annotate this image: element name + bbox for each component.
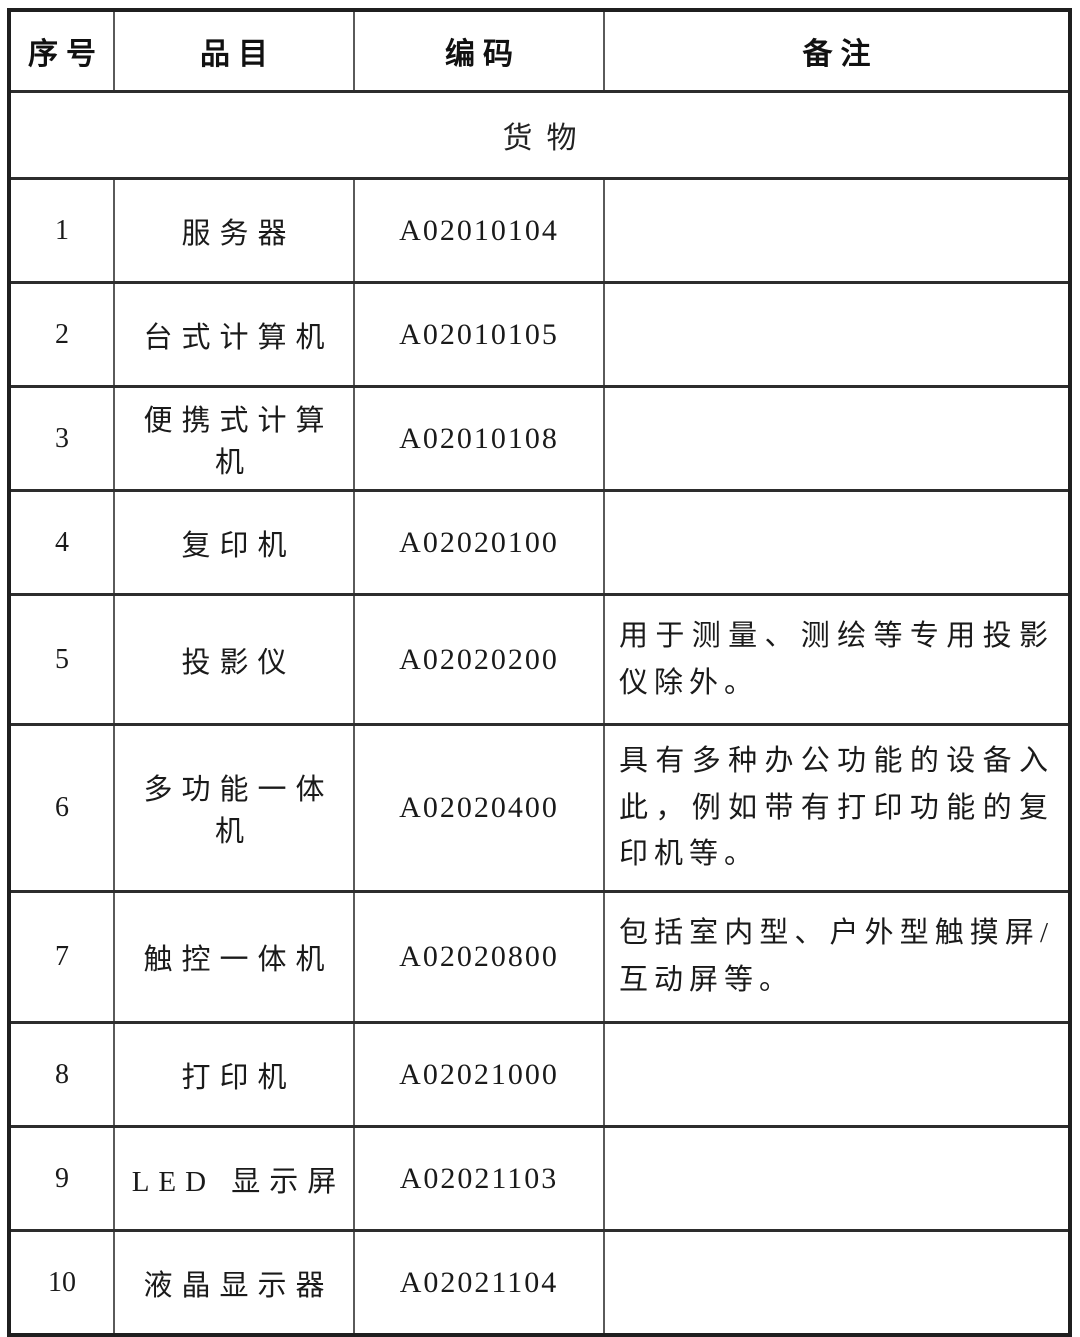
table-row: 2 台式计算机 A02010105 [8, 281, 1070, 387]
remark-cell [603, 385, 1070, 491]
remark-cell [603, 1229, 1070, 1335]
remark-cell: 包括室内型、户外型触摸屏/互动屏等。 [603, 890, 1070, 1023]
header-row: 序号 品目 编码 备注 [8, 8, 1070, 92]
remark-cell: 具有多种办公功能的设备入此，例如带有打印功能的复印机等。 [603, 723, 1070, 892]
column-header-no: 序号 [8, 8, 114, 92]
item-cell: LED 显示屏 [113, 1125, 354, 1231]
table-row: 6 多功能一体机 A02020400 具有多种办公功能的设备入此，例如带有打印功… [8, 723, 1070, 892]
code-cell: A02020800 [353, 890, 604, 1023]
code-cell: A02010104 [353, 177, 604, 283]
code-cell: A02010108 [353, 385, 604, 491]
row-number-cell: 10 [8, 1229, 114, 1335]
row-number-cell: 6 [8, 723, 114, 892]
item-cell: 便携式计算机 [113, 385, 354, 491]
code-cell: A02021103 [353, 1125, 604, 1231]
remark-cell [603, 489, 1070, 595]
column-header-item: 品目 [113, 8, 354, 92]
row-number-cell: 7 [8, 890, 114, 1023]
remark-cell [603, 1125, 1070, 1231]
item-cell: 打印机 [113, 1021, 354, 1127]
table-row: 8 打印机 A02021000 [8, 1021, 1070, 1127]
table-row: 10 液晶显示器 A02021104 [8, 1229, 1070, 1335]
row-number-cell: 2 [8, 281, 114, 387]
item-cell: 多功能一体机 [113, 723, 354, 892]
table-row: 4 复印机 A02020100 [8, 489, 1070, 595]
row-number-cell: 1 [8, 177, 114, 283]
table-row: 3 便携式计算机 A02010108 [8, 385, 1070, 491]
remark-cell [603, 281, 1070, 387]
code-cell: A02020100 [353, 489, 604, 595]
code-cell: A02020400 [353, 723, 604, 892]
code-cell: A02021000 [353, 1021, 604, 1127]
column-header-code: 编码 [353, 8, 604, 92]
row-number-cell: 4 [8, 489, 114, 595]
item-cell: 复印机 [113, 489, 354, 595]
code-cell: A02020200 [353, 593, 604, 725]
remark-cell [603, 1021, 1070, 1127]
table-row: 5 投影仪 A02020200 用于测量、测绘等专用投影仪除外。 [8, 593, 1070, 725]
code-cell: A02021104 [353, 1229, 604, 1335]
item-cell: 投影仪 [113, 593, 354, 725]
table-row: 1 服务器 A02010104 [8, 177, 1070, 283]
item-cell: 台式计算机 [113, 281, 354, 387]
row-number-cell: 9 [8, 1125, 114, 1231]
section-row: 货物 [8, 90, 1070, 179]
catalog-table: 序号 品目 编码 备注 货物 1 服务器 A02010104 2 台式计算机 A… [7, 8, 1072, 1337]
remark-cell [603, 177, 1070, 283]
item-cell: 服务器 [113, 177, 354, 283]
row-number-cell: 5 [8, 593, 114, 725]
table-row: 7 触控一体机 A02020800 包括室内型、户外型触摸屏/互动屏等。 [8, 890, 1070, 1023]
remark-cell: 用于测量、测绘等专用投影仪除外。 [603, 593, 1070, 725]
item-cell: 触控一体机 [113, 890, 354, 1023]
table-row: 9 LED 显示屏 A02021103 [8, 1125, 1070, 1231]
document-sheet: 序号 品目 编码 备注 货物 1 服务器 A02010104 2 台式计算机 A… [7, 8, 1072, 1337]
section-label: 货物 [8, 90, 1070, 179]
row-number-cell: 8 [8, 1021, 114, 1127]
column-header-remark: 备注 [603, 8, 1070, 92]
row-number-cell: 3 [8, 385, 114, 491]
item-cell: 液晶显示器 [113, 1229, 354, 1335]
code-cell: A02010105 [353, 281, 604, 387]
